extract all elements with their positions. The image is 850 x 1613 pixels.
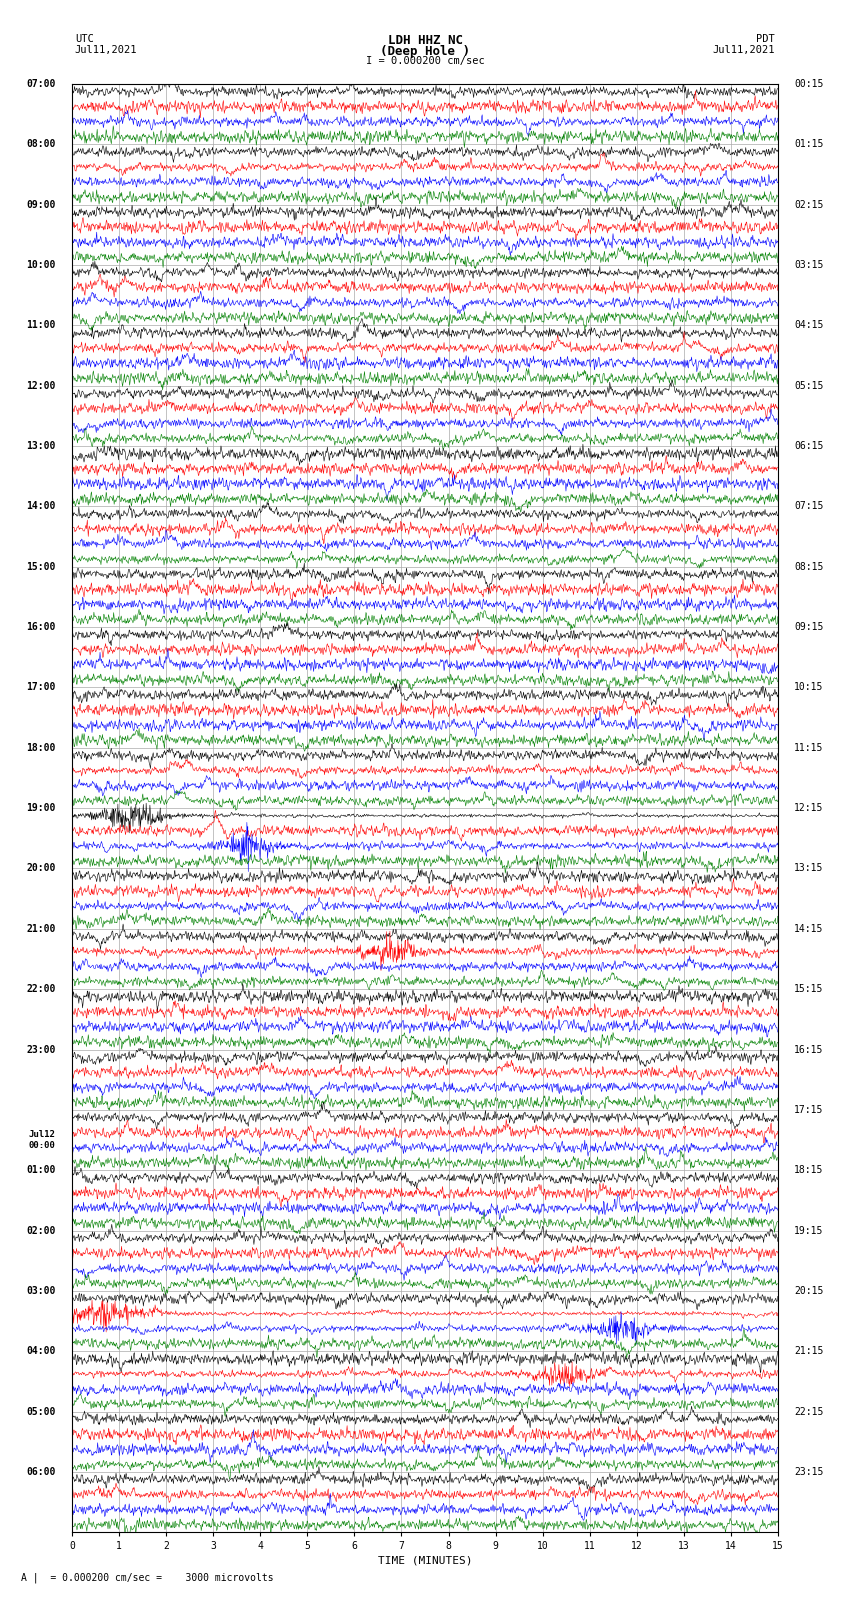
Text: 05:15: 05:15	[794, 381, 824, 390]
Text: 08:00: 08:00	[26, 139, 56, 150]
Text: 12:00: 12:00	[26, 381, 56, 390]
Text: 00:15: 00:15	[794, 79, 824, 89]
Text: 15:15: 15:15	[794, 984, 824, 994]
Text: (Deep Hole ): (Deep Hole )	[380, 45, 470, 58]
Text: 10:15: 10:15	[794, 682, 824, 692]
Text: 09:00: 09:00	[26, 200, 56, 210]
Text: 14:00: 14:00	[26, 502, 56, 511]
Text: 10:00: 10:00	[26, 260, 56, 269]
Text: 23:15: 23:15	[794, 1466, 824, 1478]
Text: 04:15: 04:15	[794, 321, 824, 331]
Text: 21:00: 21:00	[26, 924, 56, 934]
Text: 06:15: 06:15	[794, 440, 824, 452]
Text: 03:15: 03:15	[794, 260, 824, 269]
Text: PDT: PDT	[756, 34, 775, 44]
Text: 04:00: 04:00	[26, 1347, 56, 1357]
Text: 11:15: 11:15	[794, 742, 824, 753]
Text: 07:00: 07:00	[26, 79, 56, 89]
Text: 16:00: 16:00	[26, 623, 56, 632]
Text: 13:00: 13:00	[26, 440, 56, 452]
Text: 22:00: 22:00	[26, 984, 56, 994]
Text: 23:00: 23:00	[26, 1045, 56, 1055]
X-axis label: TIME (MINUTES): TIME (MINUTES)	[377, 1555, 473, 1566]
Text: 16:15: 16:15	[794, 1045, 824, 1055]
Text: Jul11,2021: Jul11,2021	[712, 45, 775, 55]
Text: 13:15: 13:15	[794, 863, 824, 874]
Text: 02:00: 02:00	[26, 1226, 56, 1236]
Text: 01:15: 01:15	[794, 139, 824, 150]
Text: 02:15: 02:15	[794, 200, 824, 210]
Text: I = 0.000200 cm/sec: I = 0.000200 cm/sec	[366, 56, 484, 66]
Text: 06:00: 06:00	[26, 1466, 56, 1478]
Text: 11:00: 11:00	[26, 321, 56, 331]
Text: 05:00: 05:00	[26, 1407, 56, 1416]
Text: 19:00: 19:00	[26, 803, 56, 813]
Text: Jul12
00:00: Jul12 00:00	[29, 1131, 56, 1150]
Text: 17:00: 17:00	[26, 682, 56, 692]
Text: 20:00: 20:00	[26, 863, 56, 874]
Text: 09:15: 09:15	[794, 623, 824, 632]
Text: UTC: UTC	[75, 34, 94, 44]
Text: 01:00: 01:00	[26, 1165, 56, 1176]
Text: 18:00: 18:00	[26, 742, 56, 753]
Text: 08:15: 08:15	[794, 561, 824, 571]
Text: 20:15: 20:15	[794, 1286, 824, 1295]
Text: 19:15: 19:15	[794, 1226, 824, 1236]
Text: LDH HHZ NC: LDH HHZ NC	[388, 34, 462, 47]
Text: 03:00: 03:00	[26, 1286, 56, 1295]
Text: 21:15: 21:15	[794, 1347, 824, 1357]
Text: 18:15: 18:15	[794, 1165, 824, 1176]
Text: 17:15: 17:15	[794, 1105, 824, 1115]
Text: 12:15: 12:15	[794, 803, 824, 813]
Text: Jul11,2021: Jul11,2021	[75, 45, 138, 55]
Text: 22:15: 22:15	[794, 1407, 824, 1416]
Text: 15:00: 15:00	[26, 561, 56, 571]
Text: 07:15: 07:15	[794, 502, 824, 511]
Text: 14:15: 14:15	[794, 924, 824, 934]
Text: A |  = 0.000200 cm/sec =    3000 microvolts: A | = 0.000200 cm/sec = 3000 microvolts	[21, 1573, 274, 1582]
